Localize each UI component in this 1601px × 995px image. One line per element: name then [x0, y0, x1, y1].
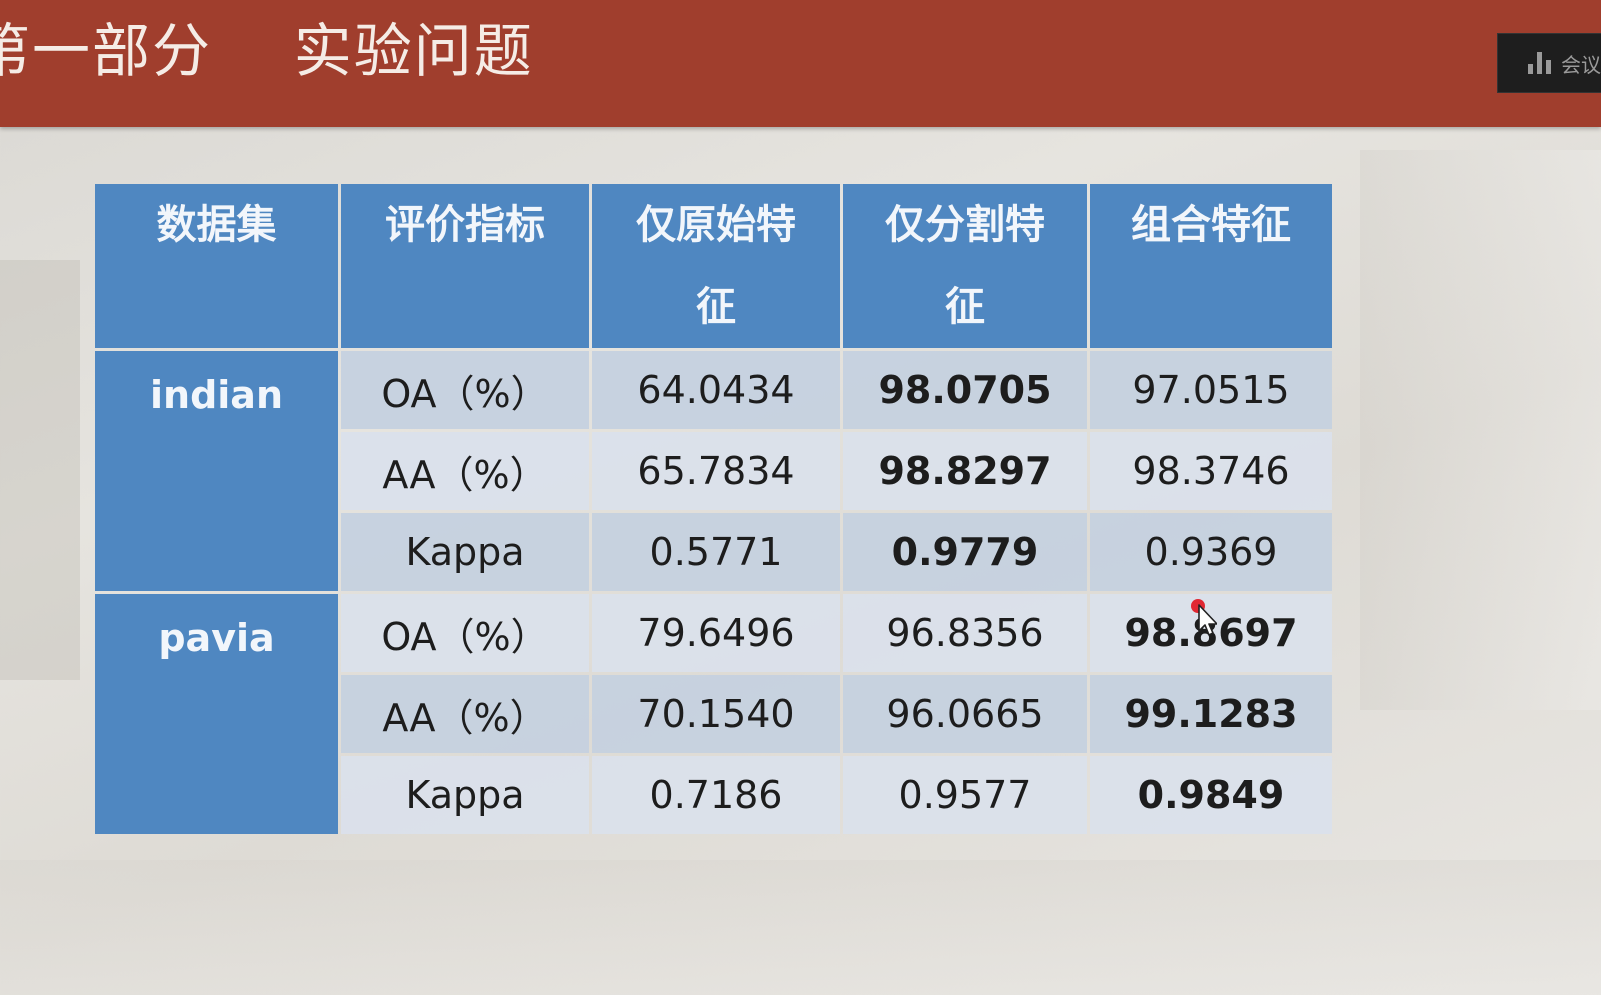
metric-cell: AA（%） — [341, 675, 589, 753]
metric-cell: OA（%） — [341, 594, 589, 672]
dataset-cell-pavia: pavia — [95, 594, 338, 834]
header-segmentation-features-line1: 仅分割特 — [885, 201, 1045, 248]
header-segmentation-features-line2: 征 — [945, 283, 985, 330]
value-cell-best: 0.9779 — [843, 513, 1087, 591]
metric-cell: OA（%） — [341, 351, 589, 429]
value-cell-best: 98.0705 — [843, 351, 1087, 429]
value-cell: 0.9577 — [843, 756, 1087, 834]
value-cell: 65.7834 — [592, 432, 840, 510]
metric-cell: AA（%） — [341, 432, 589, 510]
mouse-pointer-icon — [1191, 599, 1217, 636]
header-metric: 评价指标 — [341, 184, 589, 348]
value-cell-best: 99.1283 — [1090, 675, 1332, 753]
meeting-stats-button[interactable]: 会议 — [1497, 33, 1601, 93]
value-cell: 64.0434 — [592, 351, 840, 429]
table-row: indian OA（%） 64.0434 98.0705 97.0515 — [95, 351, 1332, 591]
header-original-features-line2: 征 — [696, 283, 736, 330]
value-cell-best: 98.8297 — [843, 432, 1087, 510]
table-row: AA（%） 70.1540 96.0665 99.1283 — [95, 675, 1332, 753]
background-building-left — [0, 260, 80, 680]
table-row: Kappa 0.5771 0.9779 0.9369 — [95, 513, 1332, 591]
value-cell: 0.9369 — [1090, 513, 1332, 591]
value-cell: 0.7186 — [592, 756, 840, 834]
header-original-features-line1: 仅原始特 — [636, 201, 796, 248]
table-row: Kappa 0.7186 0.9577 0.9849 — [95, 756, 1332, 834]
header-dataset: 数据集 — [95, 184, 338, 348]
header-original-features: 仅原始特征 — [592, 184, 840, 348]
table-row: pavia OA（%） 79.6496 96.8356 98.8697 — [95, 594, 1332, 834]
header-combined-features: 组合特征 — [1090, 184, 1332, 348]
value-cell: 96.0665 — [843, 675, 1087, 753]
metric-cell: Kappa — [341, 756, 589, 834]
slide-title: 第一部分 实验问题 — [0, 17, 534, 85]
value-cell: 70.1540 — [592, 675, 840, 753]
value-cell: 79.6496 — [592, 594, 840, 672]
background-building-right — [1360, 150, 1601, 710]
meeting-label: 会议 — [1561, 52, 1601, 77]
metric-cell: Kappa — [341, 513, 589, 591]
dataset-cell-indian: indian — [95, 351, 338, 591]
value-cell-best: 0.9849 — [1090, 756, 1332, 834]
header-dataset-label: 数据集 — [156, 201, 277, 248]
header-metric-label: 评价指标 — [385, 201, 545, 248]
results-table: 数据集 评价指标 仅原始特征 仅分割特征 组合特征 indian OA（%） 6… — [92, 181, 1335, 837]
table-row: AA（%） 65.7834 98.8297 98.3746 — [95, 432, 1332, 510]
signal-bars-icon — [1528, 52, 1551, 74]
slide-header-bar: 第一部分 实验问题 — [0, 0, 1601, 127]
header-segmentation-features: 仅分割特征 — [843, 184, 1087, 348]
background-ground — [0, 860, 1601, 995]
value-cell: 0.5771 — [592, 513, 840, 591]
value-cell: 97.0515 — [1090, 351, 1332, 429]
table-header-row: 数据集 评价指标 仅原始特征 仅分割特征 组合特征 — [95, 184, 1332, 348]
value-cell: 98.3746 — [1090, 432, 1332, 510]
value-cell: 96.8356 — [843, 594, 1087, 672]
header-combined-features-label: 组合特征 — [1131, 201, 1291, 248]
